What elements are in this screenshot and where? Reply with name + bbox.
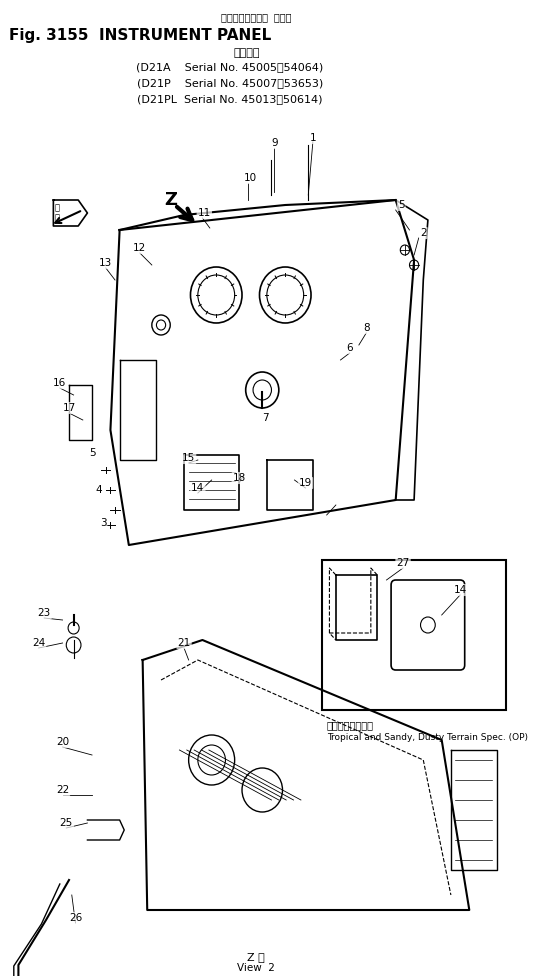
Text: 15: 15 [182,453,196,463]
Text: 22: 22 [56,785,69,795]
Text: Z 視: Z 視 [247,952,265,962]
Text: Z: Z [164,191,177,209]
Text: View  2: View 2 [237,963,275,973]
Text: 7: 7 [262,413,268,423]
Text: 12: 12 [133,243,146,253]
Text: 4: 4 [95,485,102,495]
Text: 14: 14 [453,585,467,595]
Bar [322,560,506,710]
Text: 5: 5 [398,200,404,210]
Text: 26: 26 [69,913,82,923]
Text: 11: 11 [198,208,211,218]
Text: 23: 23 [37,608,51,618]
Text: 8: 8 [363,323,369,333]
Text: 27: 27 [397,558,409,568]
Text: Tropical and Sandy, Dusty Terrain Spec. (OP): Tropical and Sandy, Dusty Terrain Spec. … [326,733,527,742]
Text: (D21A    Serial No. 45005～54064): (D21A Serial No. 45005～54064) [136,62,324,72]
Text: 10: 10 [244,173,257,183]
Text: 18: 18 [233,473,246,483]
Text: (D21PL  Serial No. 45013～50614): (D21PL Serial No. 45013～50614) [137,94,323,104]
Text: 熱帯・砂場地仕様: 熱帯・砂場地仕様 [326,720,374,730]
Text: インストルメント パネル: インストルメント パネル [221,12,291,22]
Text: 6: 6 [346,343,353,353]
Text: 1: 1 [310,133,316,143]
Text: 25: 25 [60,818,73,828]
Text: Fig. 3155  INSTRUMENT PANEL: Fig. 3155 INSTRUMENT PANEL [9,28,271,43]
Text: 21: 21 [178,638,190,648]
Text: 17: 17 [62,403,76,413]
Text: 適用号機: 適用号機 [233,48,260,58]
Text: 19: 19 [299,478,312,488]
Text: 2: 2 [420,228,427,238]
Text: 16: 16 [53,378,66,388]
Text: (D21P    Serial No. 45007～53653): (D21P Serial No. 45007～53653) [137,78,323,88]
Text: 14: 14 [191,483,204,493]
Text: 5: 5 [89,448,95,458]
Text: 24: 24 [32,638,45,648]
Text: 20: 20 [56,737,69,747]
Text: 13: 13 [99,258,113,268]
Text: 前
方: 前 方 [55,203,60,223]
Text: 3: 3 [100,518,106,528]
Text: 9: 9 [271,138,277,148]
